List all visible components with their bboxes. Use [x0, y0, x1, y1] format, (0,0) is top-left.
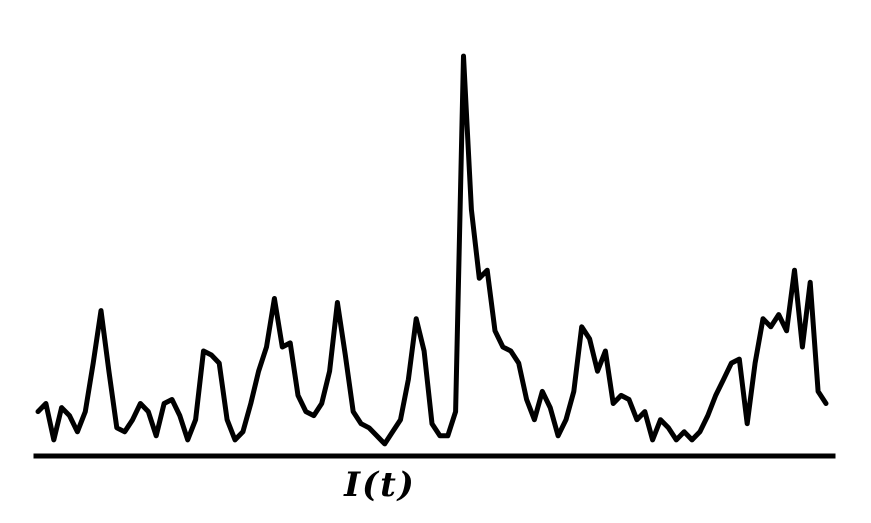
series-line — [35, 53, 829, 447]
x-axis-label: I(t) — [344, 465, 416, 505]
